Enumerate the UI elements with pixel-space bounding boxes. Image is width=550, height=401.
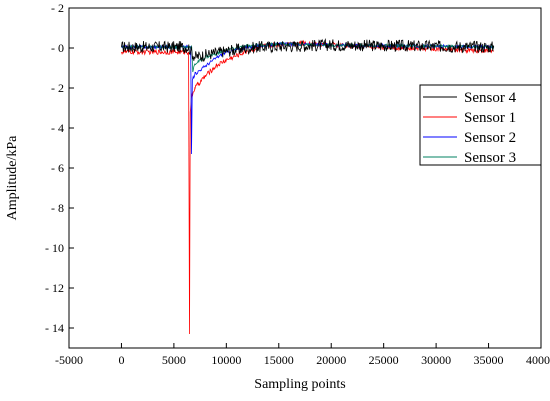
legend-label: Sensor 2 <box>464 130 516 146</box>
y-tick-label: - 2 <box>51 81 64 95</box>
legend: Sensor 4 Sensor 1 Sensor 2 Sensor 3 <box>419 84 542 166</box>
y-tick-label: - 4 <box>51 121 64 135</box>
x-tick-label: -5000 <box>55 353 83 367</box>
legend-label: Sensor 4 <box>464 90 517 106</box>
x-tick-label: 15000 <box>264 353 294 367</box>
x-tick-label: 0 <box>118 353 124 367</box>
y-tick-label: - 12 <box>45 281 64 295</box>
x-tick-label: 20000 <box>316 353 346 367</box>
legend-label: Sensor 3 <box>464 150 516 166</box>
y-tick-label: - 0 <box>51 41 64 55</box>
y-tick-label: - 6 <box>51 161 64 175</box>
x-tick-label: 5000 <box>162 353 186 367</box>
x-tick-label: 40000 <box>526 353 550 367</box>
y-tick-label: - 8 <box>51 201 64 215</box>
legend-label: Sensor 1 <box>464 110 516 126</box>
x-tick-label: 25000 <box>369 353 399 367</box>
plot-frame <box>68 7 542 349</box>
x-tick-label: 30000 <box>421 353 451 367</box>
series-layer <box>121 38 495 335</box>
y-tick-label: - 14 <box>45 321 64 335</box>
y-tick-label: - 2 <box>51 1 64 15</box>
y-axis-title: Amplitude/kPa <box>5 135 20 221</box>
y-tick-label: - 10 <box>45 241 64 255</box>
ticks-layer: -5000 0 5000 10000 15000 20000 25000 30000 35000… <box>45 1 550 367</box>
x-tick-label: 10000 <box>211 353 241 367</box>
series-line-sensor-4 <box>121 38 495 62</box>
x-tick-label: 35000 <box>474 353 504 367</box>
x-axis-title: Sampling points <box>254 377 345 392</box>
legend-box <box>419 84 542 166</box>
